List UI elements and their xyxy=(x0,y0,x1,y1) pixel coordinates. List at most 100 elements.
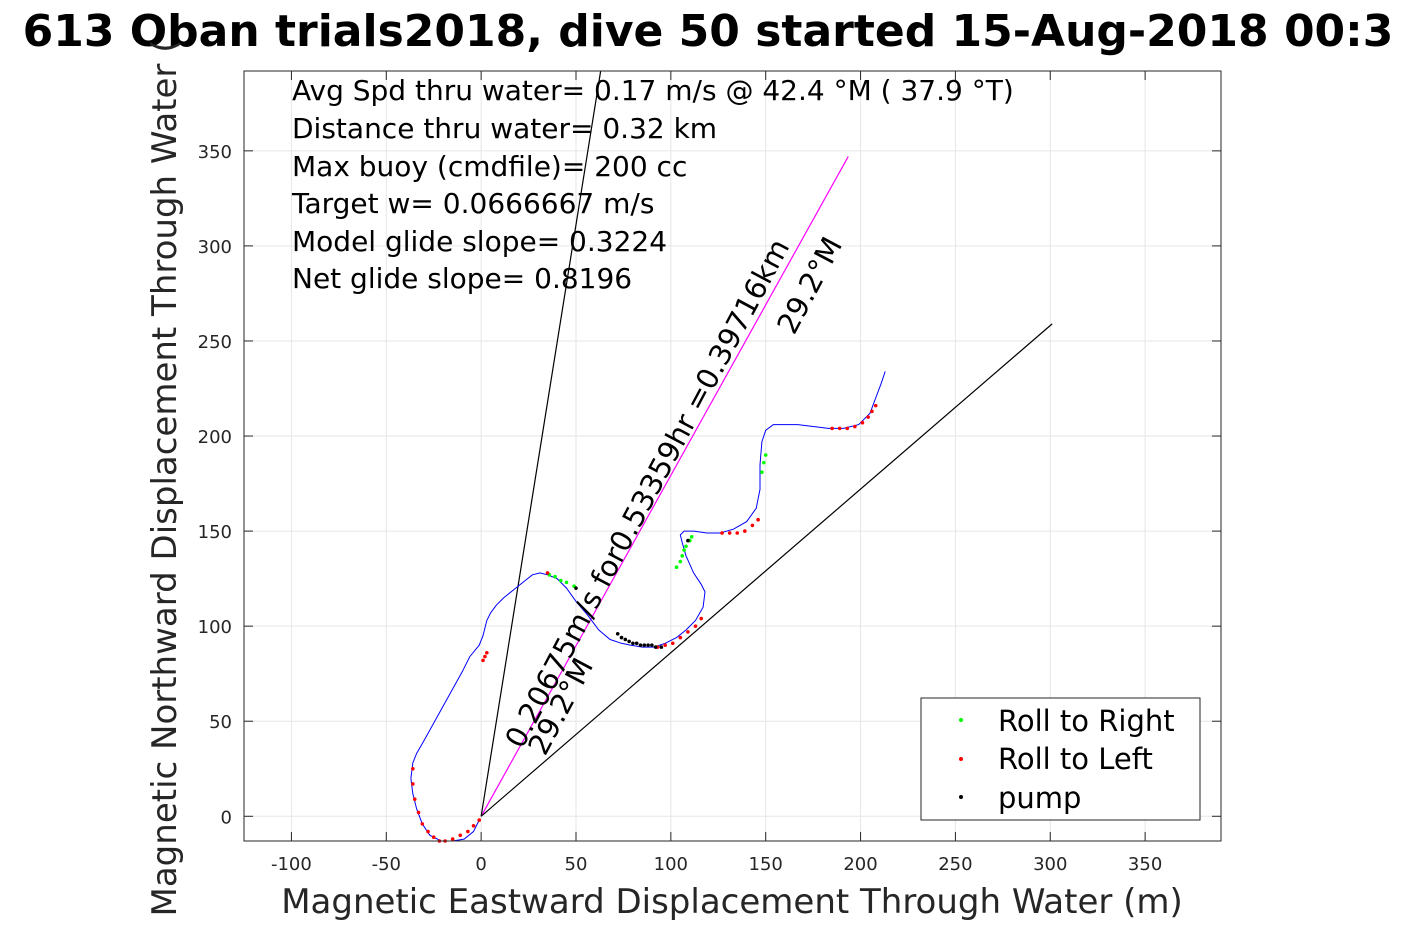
y-tick-label: 250 xyxy=(198,332,232,353)
marker-roll-to-left xyxy=(699,616,703,621)
marker-roll-to-left xyxy=(693,624,698,628)
x-tick-label: -100 xyxy=(271,854,312,875)
marker-roll-to-left xyxy=(466,829,470,834)
marker-pump xyxy=(659,645,664,649)
marker-roll-to-left xyxy=(483,654,487,659)
marker-roll-to-right xyxy=(559,578,563,583)
marker-pump xyxy=(653,645,658,649)
marker-pump xyxy=(574,586,578,590)
legend-marker-roll-right xyxy=(959,718,963,722)
ticks xyxy=(244,71,1221,841)
markers xyxy=(411,403,878,843)
line-shallow xyxy=(480,323,1053,817)
marker-pump xyxy=(642,643,647,647)
marker-roll-to-left xyxy=(678,635,683,640)
marker-roll-to-left xyxy=(416,810,421,815)
x-tick-label: 50 xyxy=(565,854,588,875)
legend-marker-pump xyxy=(959,795,963,799)
legend-label-roll-left: Roll to Left xyxy=(998,742,1153,776)
marker-roll-to-left xyxy=(830,426,834,431)
marker-pump xyxy=(615,631,620,636)
marker-roll-to-left xyxy=(743,529,747,533)
chart-title: 613 Oban trials2018, dive 50 started 15-… xyxy=(23,6,1394,57)
legend-marker-roll-left xyxy=(959,757,963,761)
marker-roll-to-right xyxy=(678,559,683,564)
x-tick-label: -50 xyxy=(372,854,401,875)
x-tick-label: 150 xyxy=(749,854,783,875)
y-tick-label: 200 xyxy=(198,427,232,448)
marker-roll-to-left xyxy=(420,822,425,826)
x-axis-label: Magnetic Eastward Displacement Through W… xyxy=(281,882,1183,922)
y-tick-label: 150 xyxy=(198,522,232,543)
x-tick-labels: -100 -50 0 50 100 150 200 250 300 350 xyxy=(271,854,1162,875)
marker-roll-to-right xyxy=(553,574,557,579)
legend-box xyxy=(920,697,1201,821)
line-current xyxy=(480,156,849,817)
marker-pump xyxy=(623,637,628,642)
marker-roll-to-left xyxy=(837,426,842,431)
marker-pump xyxy=(627,639,631,644)
marker-roll-to-right xyxy=(689,535,694,539)
marker-roll-to-right xyxy=(760,470,764,474)
x-tick-label: 250 xyxy=(938,854,972,875)
annotation-net-glide: Net glide slope= 0.8196 xyxy=(292,262,632,295)
marker-pump xyxy=(650,643,654,647)
x-tick-label: 350 xyxy=(1128,854,1162,875)
marker-roll-to-right xyxy=(762,460,766,465)
marker-roll-to-left xyxy=(720,531,724,535)
marker-roll-to-left xyxy=(411,766,415,771)
marker-roll-to-left xyxy=(411,782,415,786)
marker-roll-to-right xyxy=(674,565,679,570)
marker-roll-to-left xyxy=(756,517,760,522)
y-tick-label: 100 xyxy=(198,617,232,638)
y-axis-label: Magnetic Northward Displacement Through … xyxy=(145,40,185,917)
legend: Roll to Right Roll to Left pump xyxy=(920,697,1201,821)
reference-lines xyxy=(480,70,1053,817)
marker-roll-to-left xyxy=(412,797,417,801)
track xyxy=(410,371,886,842)
marker-roll-to-left xyxy=(471,823,476,828)
x-tick-label: 200 xyxy=(843,854,877,875)
marker-roll-to-left xyxy=(750,523,755,528)
marker-roll-to-left xyxy=(450,837,455,841)
x-tick-label: 100 xyxy=(654,854,688,875)
track-line xyxy=(410,371,886,842)
marker-roll-to-left xyxy=(477,818,482,822)
annotation-max-buoy: Max buoy (cmdfile)= 200 cc xyxy=(292,150,687,183)
annotation-target-w: Target w= 0.0666667 m/s xyxy=(291,187,654,220)
marker-roll-to-left xyxy=(686,630,690,634)
marker-roll-to-left xyxy=(458,833,463,838)
marker-roll-to-left xyxy=(431,835,436,839)
marker-roll-to-right xyxy=(682,548,686,552)
legend-label-roll-right: Roll to Right xyxy=(998,704,1175,738)
annotation-avg-speed: Avg Spd thru water= 0.17 m/s @ 42.4 °M (… xyxy=(292,74,1014,107)
marker-roll-to-left xyxy=(481,658,485,663)
marker-pump xyxy=(686,538,690,543)
marker-roll-to-left xyxy=(485,650,489,655)
legend-label-pump: pump xyxy=(998,781,1081,815)
marker-roll-to-left xyxy=(845,426,850,431)
marker-pump xyxy=(631,641,635,646)
marker-roll-to-left xyxy=(853,424,857,429)
marker-roll-to-right xyxy=(680,554,685,558)
marker-roll-to-left xyxy=(727,531,732,535)
plot-frame xyxy=(243,70,1222,842)
x-tick-label: 300 xyxy=(1033,854,1067,875)
marker-roll-to-right xyxy=(684,544,688,549)
marker-pump xyxy=(619,635,624,640)
y-tick-label: 50 xyxy=(209,712,232,733)
marker-roll-to-left xyxy=(670,641,675,646)
annotations: Avg Spd thru water= 0.17 m/s @ 42.4 °M (… xyxy=(291,74,1014,295)
x-tick-label: 0 xyxy=(475,854,486,875)
marker-roll-to-left xyxy=(735,531,740,535)
y-tick-label: 350 xyxy=(198,142,232,163)
y-tick-labels: 0 50 100 150 200 250 300 350 xyxy=(198,142,232,828)
marker-pump xyxy=(634,641,639,646)
annotation-distance: Distance thru water= 0.32 km xyxy=(292,112,717,145)
y-tick-label: 300 xyxy=(198,237,232,258)
marker-roll-to-right xyxy=(763,453,768,457)
marker-roll-to-right xyxy=(564,580,569,585)
y-tick-label: 0 xyxy=(221,807,232,828)
marker-roll-to-left xyxy=(866,415,870,419)
